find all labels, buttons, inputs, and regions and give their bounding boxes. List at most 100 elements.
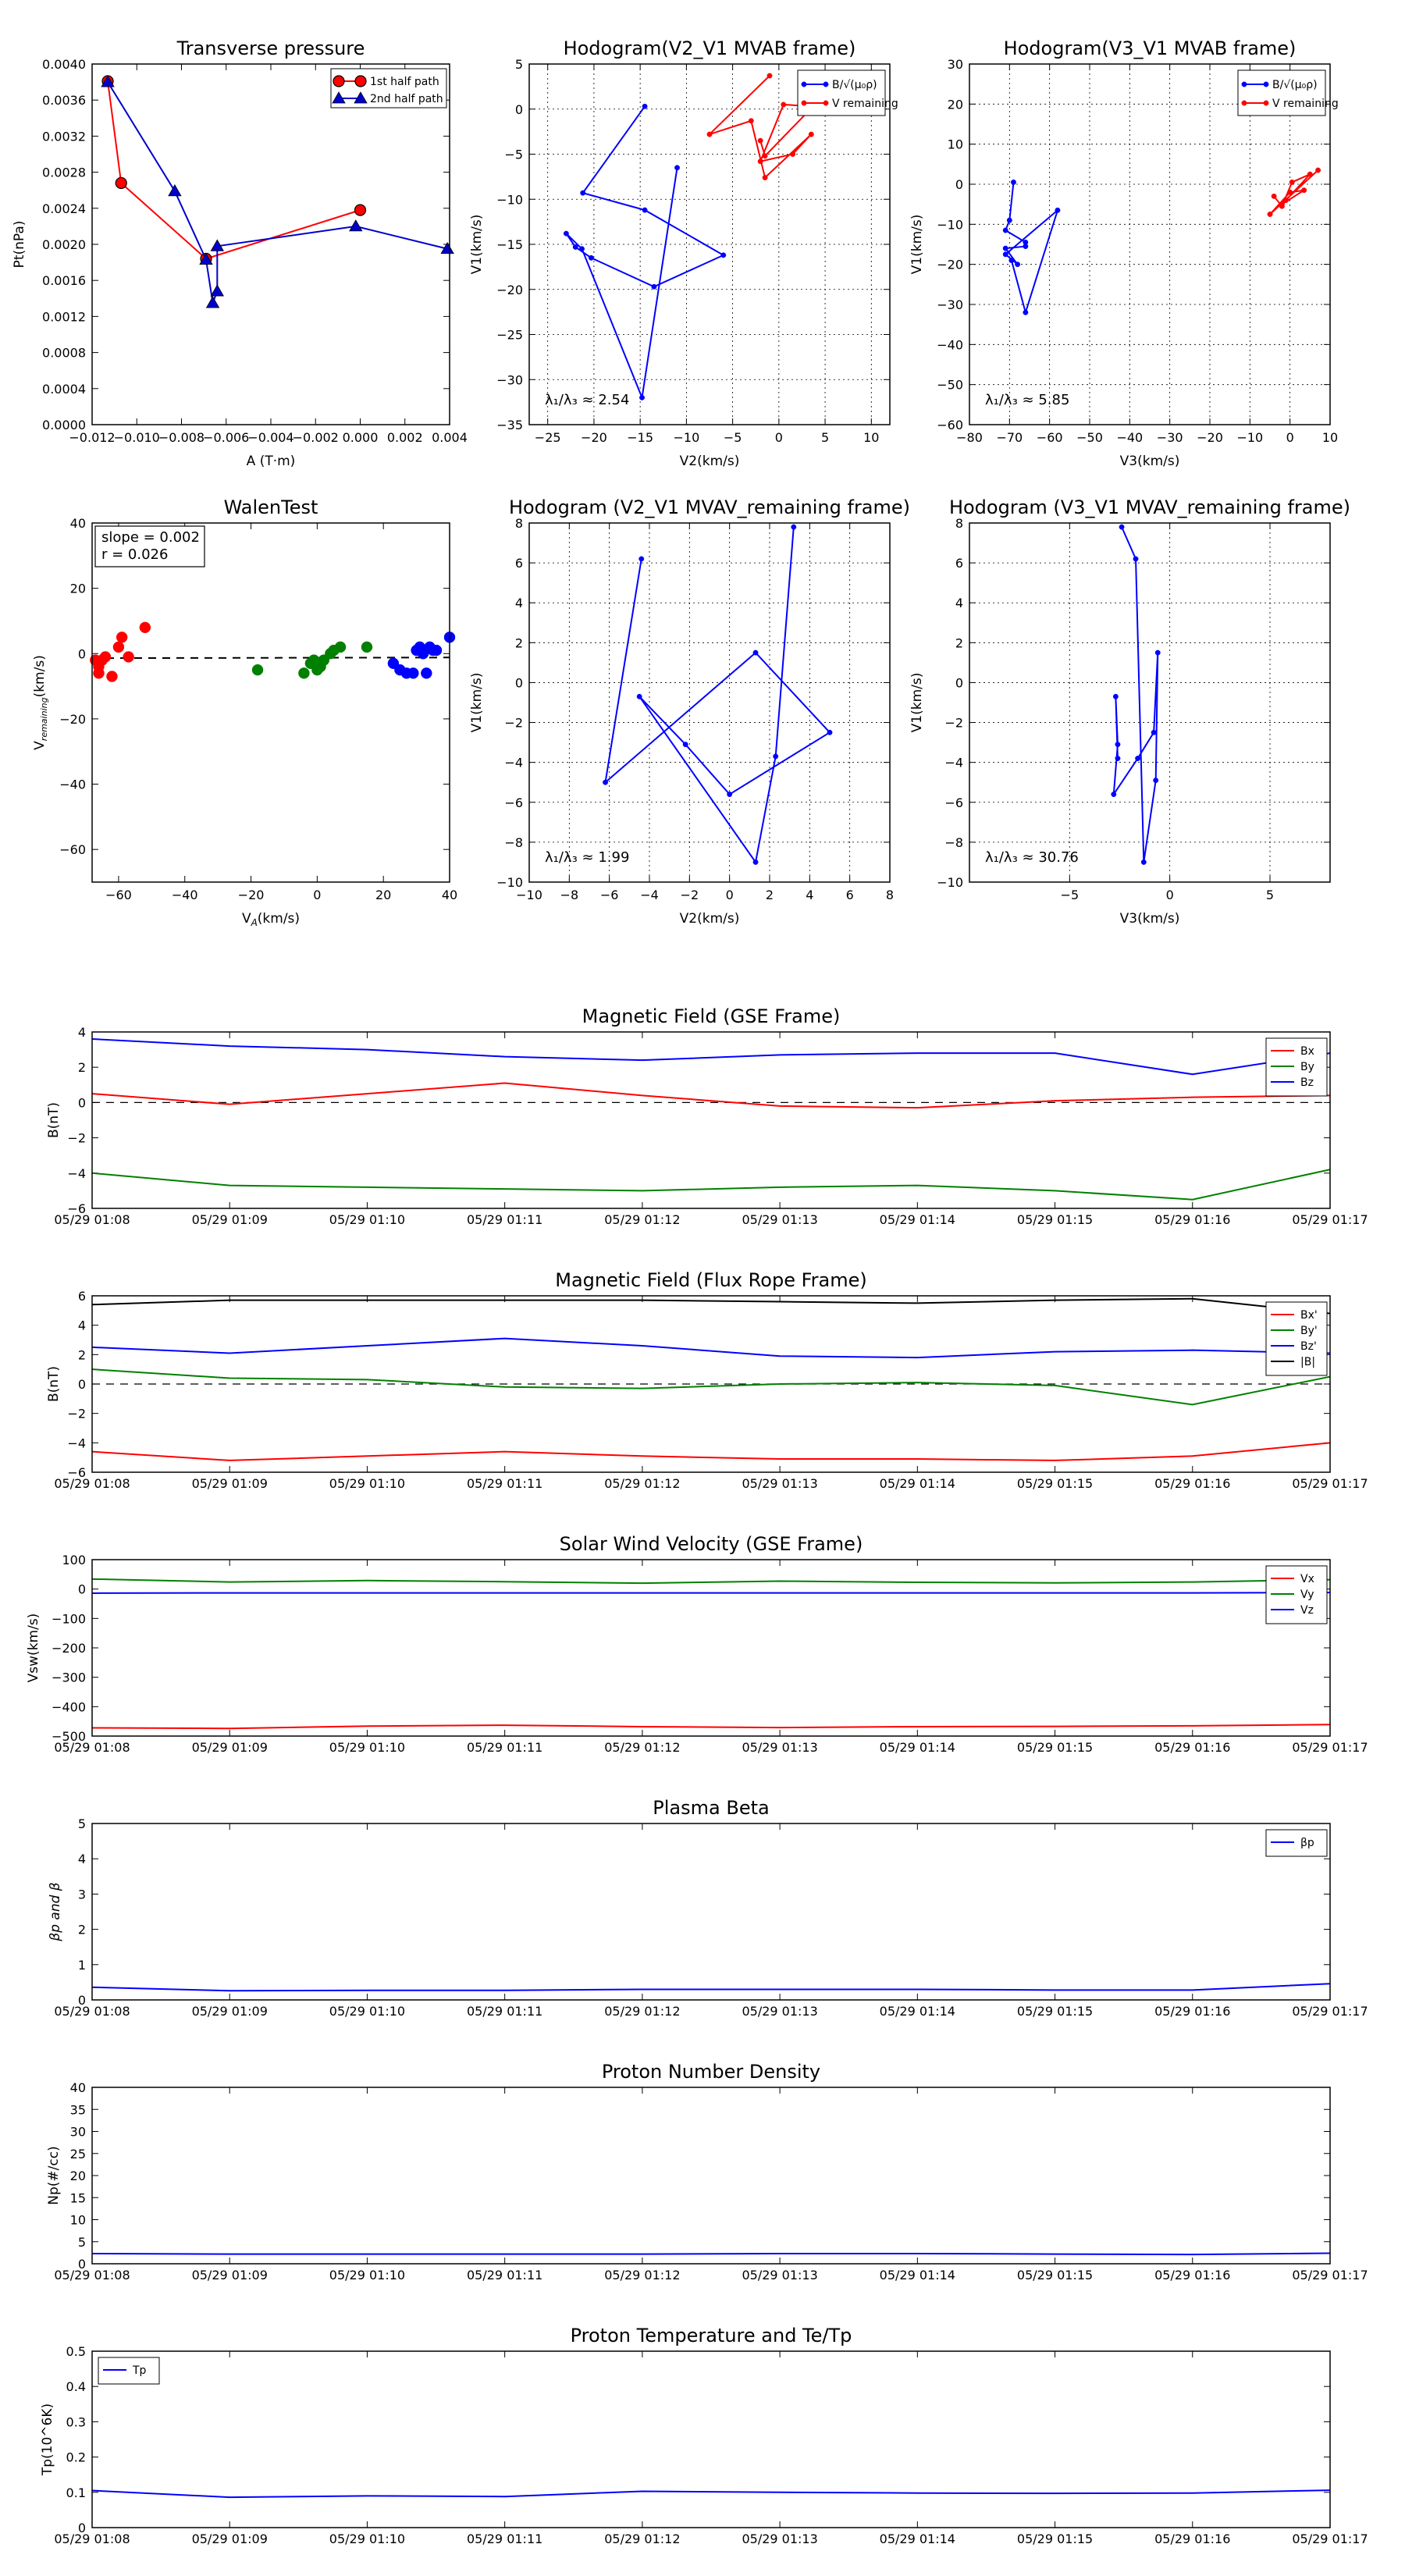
legend-label: Bz (1300, 1076, 1314, 1089)
data-point (298, 667, 310, 679)
x-tick-label: 05/29 01:08 (54, 1476, 130, 1491)
legend-marker (1241, 81, 1247, 87)
x-tick-label: −40 (1116, 430, 1143, 445)
y-tick-label: 0 (78, 1095, 86, 1110)
x-tick-label: 2 (766, 888, 774, 902)
y-tick-label: 40 (70, 516, 86, 531)
series-1 (1267, 167, 1321, 217)
x-tick-label: 05/29 01:14 (880, 2004, 955, 2019)
data-point (205, 296, 220, 308)
x-tick-label: −5 (1061, 888, 1080, 902)
data-point (361, 641, 373, 653)
x-tick-label: −0.004 (247, 430, 293, 445)
y-axis-label: V1(km/s) (909, 673, 925, 733)
legend-label: Bx' (1300, 1309, 1318, 1322)
data-point (790, 151, 796, 157)
y-tick-label: −400 (52, 1699, 86, 1714)
data-point (1002, 251, 1008, 258)
data-point (1283, 197, 1289, 203)
data-point (440, 241, 454, 254)
y-tick-label: −300 (52, 1670, 86, 1685)
x-tick-label: −70 (996, 430, 1023, 445)
x-tick-label: 05/29 01:16 (1154, 2004, 1230, 2019)
y-axis-label: B(nT) (46, 1102, 62, 1138)
y-axis-label-unit: (km/s) (32, 655, 48, 697)
data-point (1015, 262, 1021, 268)
data-point (682, 742, 688, 748)
x-tick-label: 05/29 01:16 (1154, 2532, 1230, 2546)
y-tick-label: −20 (59, 712, 86, 727)
series-0 (563, 103, 727, 401)
data-point (674, 165, 680, 171)
data-point (651, 283, 657, 290)
legend-label: V remaining (1272, 98, 1339, 110)
x-tick-label: 05/29 01:13 (742, 2004, 817, 2019)
chart-title: WalenTest (224, 496, 318, 518)
x-tick-label: 05/29 01:09 (192, 2532, 268, 2546)
x-tick-label: −10 (516, 888, 542, 902)
y-tick-label: −6 (67, 1465, 86, 1480)
y-tick-label: 4 (78, 1318, 86, 1333)
x-axis-label: V2(km/s) (680, 911, 740, 927)
data-point (407, 667, 419, 679)
data-point (603, 779, 608, 785)
chart-title: Magnetic Field (Flux Rope Frame) (555, 1269, 866, 1291)
x-tick-label: 8 (886, 888, 894, 902)
data-point (199, 252, 213, 265)
x-tick-label: 05/29 01:14 (880, 1212, 955, 1227)
plot-frame (91, 522, 450, 883)
plot-frame (969, 522, 1331, 883)
x-tick-label: −0.002 (293, 430, 339, 445)
y-tick-label: 40 (70, 2080, 86, 2095)
y-tick-label: 0.0008 (42, 346, 86, 361)
x-tick-label: 05/29 01:13 (742, 1212, 817, 1227)
legend-marker (823, 100, 829, 106)
legend-box (1265, 1301, 1328, 1376)
x-axis-label: V2(km/s) (680, 454, 740, 469)
x-tick-label: −30 (1157, 430, 1183, 445)
y-tick-label: 4 (955, 596, 963, 610)
x-tick-label: 05/29 01:12 (604, 2004, 680, 2019)
data-point (1307, 171, 1313, 177)
x-tick-label: 05/29 01:17 (1292, 1212, 1368, 1227)
chart-np: 05/29 01:08 05/29 01:09 05/29 01:10 05/29 0… (46, 2061, 1368, 2282)
x-tick-label: 05/29 01:14 (880, 2532, 955, 2546)
y-tick-label: 20 (70, 2169, 86, 2183)
y-tick-label: −5 (504, 148, 523, 162)
x-tick-label: 05/29 01:10 (329, 1476, 405, 1491)
series-0 (603, 524, 833, 865)
y-tick-label: −4 (67, 1166, 86, 1181)
data-point (706, 131, 713, 137)
y-tick-label: 25 (70, 2147, 86, 2161)
data-point (1002, 245, 1008, 251)
plot-frame (91, 1031, 1331, 1209)
data-point (1315, 167, 1321, 173)
y-axis-label: B(nT) (46, 1366, 62, 1402)
y-tick-label: 20 (70, 582, 86, 596)
x-tick-label: 05/29 01:15 (1017, 1740, 1093, 1755)
y-tick-label: −8 (944, 835, 963, 850)
x-tick-label: 05/29 01:16 (1154, 1212, 1230, 1227)
y-tick-label: 6 (78, 1289, 86, 1304)
x-tick-label: 05/29 01:14 (880, 2268, 955, 2282)
data-point (1002, 227, 1008, 233)
y-axis-label: Vsw(km/s) (26, 1614, 41, 1683)
eigenvalue-ratio-label: λ₁/λ₃ ≈ 5.85 (985, 392, 1069, 408)
x-tick-label: 05/29 01:10 (329, 2004, 405, 2019)
series-0 (89, 621, 151, 682)
legend-box (797, 69, 886, 116)
chart-walen: −60 −40 −20 0 20 40 −60 −40 −20 0 20 40 WalenTest VA(… (32, 496, 457, 928)
y-tick-label: 2 (515, 635, 523, 650)
legend-label: Vz (1300, 1604, 1314, 1617)
x-axis-label: V3(km/s) (1120, 454, 1180, 469)
x-tick-label: 05/29 01:13 (742, 2532, 817, 2546)
legend-marker (801, 81, 807, 87)
x-tick-label: 05/29 01:09 (192, 1476, 268, 1491)
x-tick-label: 0.004 (432, 430, 468, 445)
y-tick-label: 100 (62, 1553, 86, 1567)
y-tick-label: −4 (504, 756, 523, 770)
x-tick-label: −8 (560, 888, 579, 902)
plot-frame (91, 1823, 1331, 2001)
x-tick-label: 05/29 01:12 (604, 1740, 680, 1755)
